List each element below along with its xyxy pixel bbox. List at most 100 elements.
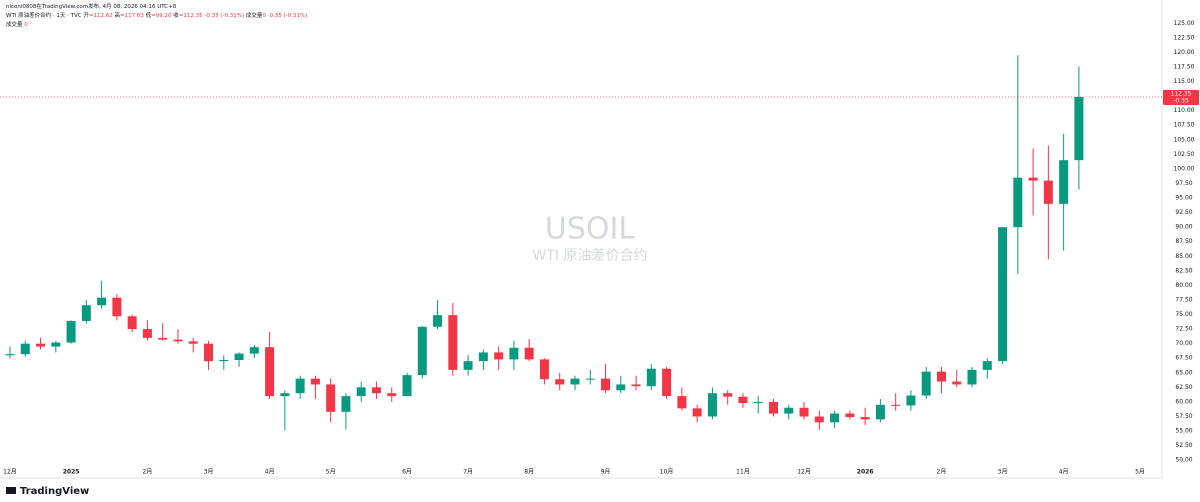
y-tick-label: 77.50 bbox=[1175, 296, 1192, 303]
candle-body bbox=[219, 359, 229, 362]
candle-body bbox=[265, 347, 275, 397]
volume-value: 0 bbox=[262, 13, 266, 19]
ohlc-label: 收 bbox=[173, 13, 179, 19]
candle-body bbox=[280, 393, 290, 397]
candle-body bbox=[356, 387, 366, 397]
y-tick-label: 117.50 bbox=[1174, 63, 1195, 70]
x-tick-label: 2026 bbox=[857, 469, 874, 476]
volume-line-label: 成交量 bbox=[6, 22, 23, 28]
candle-body bbox=[860, 417, 870, 420]
candle-body bbox=[662, 368, 672, 397]
candle-body bbox=[97, 297, 107, 306]
y-tick-label: 65.00 bbox=[1175, 369, 1192, 376]
candle-body bbox=[692, 408, 702, 417]
candle-body bbox=[677, 396, 687, 409]
x-tick-label: 9月 bbox=[601, 469, 611, 476]
x-tick-label: 11月 bbox=[736, 469, 750, 476]
watermark-title: USOIL bbox=[545, 212, 635, 247]
candle-body bbox=[173, 339, 183, 342]
y-tick-label: 70.00 bbox=[1175, 340, 1192, 347]
y-tick-label: 107.50 bbox=[1174, 122, 1195, 129]
change: -0.35 (-0.31%) bbox=[204, 13, 245, 19]
y-tick-label: 90.00 bbox=[1175, 224, 1192, 231]
ohlc: 开=112.62 高=117.63 低=99.20 收=112.35 bbox=[83, 13, 204, 19]
ohlc-label: 低 bbox=[145, 13, 152, 19]
candle-body bbox=[646, 368, 656, 387]
candle-body bbox=[814, 416, 824, 423]
candle-body bbox=[295, 378, 305, 394]
x-tick-label: 2025 bbox=[63, 469, 80, 476]
ohlc-value: =99.20 bbox=[151, 13, 172, 19]
ohlc-value: =112.35 bbox=[178, 13, 203, 19]
volume-label: 成交量 bbox=[245, 13, 263, 19]
y-tick-label: 100.00 bbox=[1174, 165, 1195, 172]
candle-body bbox=[20, 343, 30, 355]
y-tick-label: 110.00 bbox=[1174, 107, 1195, 114]
y-tick-label: 97.50 bbox=[1175, 180, 1192, 187]
candle-body bbox=[234, 353, 244, 360]
candle-body bbox=[341, 396, 351, 412]
x-tick-label: 10月 bbox=[660, 469, 674, 476]
candle-body bbox=[952, 381, 962, 385]
x-tick-label: 4月 bbox=[1059, 469, 1069, 476]
candle-body bbox=[906, 395, 916, 406]
y-tick-label: 67.50 bbox=[1175, 355, 1192, 362]
candle-body bbox=[509, 347, 519, 360]
candle-body bbox=[784, 407, 794, 414]
volume-change: -0.35 (-0.31%) bbox=[267, 13, 308, 19]
candle-body bbox=[371, 387, 381, 394]
candle-body bbox=[753, 401, 763, 404]
candle-body bbox=[142, 329, 152, 338]
candle-body bbox=[433, 315, 443, 327]
candle-body bbox=[616, 384, 626, 391]
y-tick-label: 115.00 bbox=[1174, 78, 1195, 85]
candle-body bbox=[799, 407, 809, 417]
y-tick-label: 60.00 bbox=[1175, 398, 1192, 405]
last-change-label: -0.35 bbox=[1173, 97, 1189, 104]
candle-body bbox=[448, 315, 458, 370]
y-tick-label: 95.00 bbox=[1175, 195, 1192, 202]
y-tick-label: 122.50 bbox=[1174, 34, 1195, 41]
candle-body bbox=[555, 379, 565, 385]
candle-body bbox=[982, 361, 992, 370]
x-tick-label: 5月 bbox=[326, 469, 336, 476]
x-tick-label: 8月 bbox=[524, 469, 534, 476]
y-tick-label: 120.00 bbox=[1174, 49, 1195, 56]
candle-body bbox=[402, 375, 412, 397]
x-tick-label: 2月 bbox=[937, 469, 947, 476]
candle-body bbox=[81, 305, 91, 321]
author-line: niconi0808在TradingView.com发布, 4月 08, 202… bbox=[6, 4, 177, 10]
last-price-label: 112.35 bbox=[1171, 90, 1192, 97]
candle-body bbox=[1028, 177, 1038, 181]
candle-body bbox=[570, 378, 580, 385]
x-tick-label: 2月 bbox=[143, 469, 153, 476]
candle-body bbox=[387, 393, 397, 397]
candle-body bbox=[204, 343, 214, 362]
ohlc-value: =117.63 bbox=[120, 13, 144, 19]
last-price-tag bbox=[1163, 89, 1199, 105]
volume-line: 成交量 0 bbox=[6, 21, 307, 30]
y-tick-label: 57.50 bbox=[1175, 413, 1192, 420]
volume-line-value: 0 bbox=[24, 22, 28, 28]
candle-body bbox=[845, 413, 855, 418]
y-tick-label: 87.50 bbox=[1175, 238, 1192, 245]
candle-body bbox=[36, 343, 46, 347]
y-tick-label: 125.00 bbox=[1174, 20, 1195, 27]
candle-body bbox=[66, 320, 76, 343]
candle-body bbox=[1013, 177, 1023, 228]
x-tick-label: 5月 bbox=[1135, 469, 1145, 476]
candle-body bbox=[326, 384, 336, 412]
brand: TradingView bbox=[20, 486, 89, 497]
y-tick-label: 80.00 bbox=[1175, 282, 1192, 289]
candle-body bbox=[524, 347, 534, 360]
candle-body bbox=[1059, 160, 1069, 204]
symbol-line: WTI 原油差价合约 · 1天 · TVC 开=112.62 高=117.63 … bbox=[6, 12, 307, 21]
symbol: WTI 原油差价合约 · 1天 · TVC bbox=[6, 13, 82, 19]
candle-body bbox=[539, 359, 549, 380]
x-tick-label: 6月 bbox=[402, 469, 412, 476]
candle-body bbox=[188, 341, 198, 344]
candle-body bbox=[830, 413, 840, 423]
y-tick-label: 92.50 bbox=[1175, 209, 1192, 216]
candle-body bbox=[417, 326, 427, 376]
